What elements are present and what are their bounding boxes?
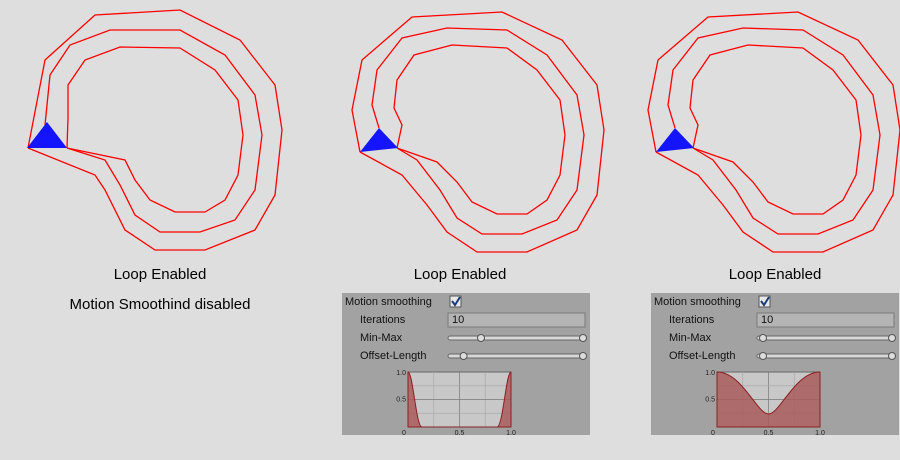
slider[interactable] — [756, 352, 896, 360]
slider-thumb — [579, 352, 587, 360]
field-label: Offset-Length — [669, 350, 735, 362]
curve-y-label: 1.0 — [705, 370, 715, 377]
curve-area — [407, 371, 512, 428]
slider-thumb — [477, 334, 485, 342]
field-label: Offset-Length — [360, 350, 426, 362]
field-label: Iterations — [360, 314, 406, 326]
curve-x-label: 1.0 — [815, 430, 825, 437]
checkbox-check — [760, 296, 770, 307]
track-2 — [351, 11, 605, 253]
slider-thumb — [459, 352, 468, 360]
slider-thumb — [759, 352, 767, 360]
slider-thumb — [579, 334, 587, 342]
curve-x-label: 0.5 — [764, 430, 774, 437]
curve-y-label: 1.0 — [396, 370, 406, 377]
curve-x-label: 0.5 — [455, 430, 465, 437]
caption: Loop Enabled — [729, 266, 822, 283]
toggle-label: Motion smoothing — [654, 296, 741, 308]
curve-x-label: 0 — [711, 430, 715, 437]
slider-thumb — [759, 334, 767, 342]
slider-thumb — [888, 352, 896, 360]
toggle-label: Motion smoothing — [345, 296, 432, 308]
slider[interactable] — [756, 334, 896, 342]
checkbox-box — [449, 295, 462, 308]
checkbox-check — [451, 296, 461, 307]
curve-graph[interactable]: 1.0 0.5 0 0.5 1.0 — [396, 370, 516, 437]
curve-x-label: 0 — [402, 430, 406, 437]
curve-graph[interactable]: 1.0 0.5 0 0.5 1.0 — [705, 370, 825, 437]
curve-y-label: 0.5 — [396, 396, 406, 403]
track-1 — [27, 9, 283, 251]
curve-y-label: 0.5 — [705, 396, 715, 403]
checkbox[interactable] — [449, 295, 462, 308]
track-3 — [647, 11, 900, 253]
inspector: Motion smoothing Iterations 10 Min-Max Offse… — [342, 293, 590, 437]
slider-thumb — [888, 334, 896, 342]
slider-track — [447, 353, 586, 359]
slider-track — [756, 353, 895, 359]
checkbox[interactable] — [758, 295, 771, 308]
note: Motion Smoothind disabled — [70, 296, 251, 313]
inspector: Motion smoothing Iterations 10 Min-Max Offse… — [651, 293, 899, 437]
curve-x-label: 1.0 — [506, 430, 516, 437]
slider-track — [447, 335, 586, 341]
curve-area — [716, 371, 821, 428]
text-field[interactable] — [447, 312, 586, 328]
field-label: Min-Max — [360, 332, 403, 344]
field-label: Min-Max — [669, 332, 712, 344]
field-label: Iterations — [669, 314, 715, 326]
slider[interactable] — [447, 334, 587, 342]
caption: Loop Enabled — [414, 266, 507, 283]
slider-track — [756, 335, 895, 341]
checkbox-box — [758, 295, 771, 308]
caption: Loop Enabled — [114, 266, 207, 283]
field-value: 10 — [452, 314, 464, 326]
text-field[interactable] — [756, 312, 895, 328]
field-value: 10 — [761, 314, 773, 326]
slider[interactable] — [447, 352, 587, 360]
